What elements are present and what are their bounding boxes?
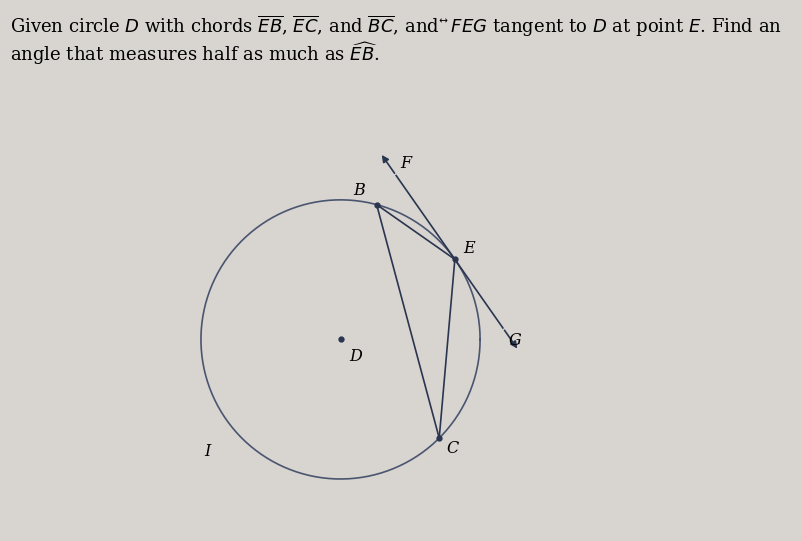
Text: E: E <box>464 240 475 257</box>
Text: G: G <box>508 332 521 349</box>
Text: angle that measures half as much as $\widehat{EB}$.: angle that measures half as much as $\wi… <box>10 41 379 67</box>
Text: C: C <box>446 440 459 458</box>
Text: Given circle $D$ with chords $\overline{EB}$, $\overline{EC}$, and $\overline{BC: Given circle $D$ with chords $\overline{… <box>10 14 782 39</box>
Text: I: I <box>205 443 211 460</box>
Text: B: B <box>353 182 365 199</box>
Text: F: F <box>400 155 411 172</box>
Text: D: D <box>349 348 362 365</box>
